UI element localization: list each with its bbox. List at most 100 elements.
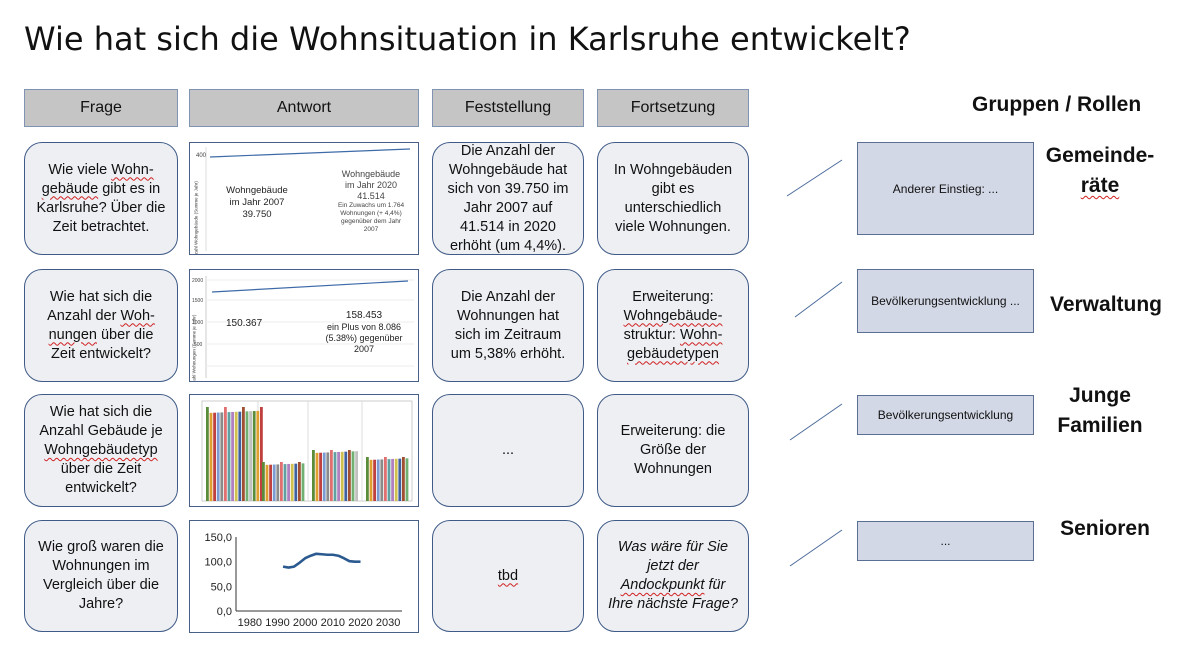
question-text-1: Wie viele Wohn-gebäude gibt es in Karlsr…: [36, 161, 166, 235]
bar: [373, 459, 376, 501]
left-annotation: 150.367: [226, 318, 263, 329]
bar: [238, 411, 242, 501]
bar: [224, 407, 227, 501]
column-header-frage: Frage: [24, 89, 178, 127]
bar: [384, 457, 387, 501]
bar: [402, 457, 405, 501]
answer-chart-3: [189, 394, 419, 507]
x-tick-label: 2010: [321, 617, 345, 629]
y-tick: 500: [194, 342, 203, 348]
role-label-junge-familien: Junge Familien: [1057, 384, 1143, 437]
bar: [380, 459, 384, 501]
bar: [315, 452, 319, 501]
bar: [319, 452, 322, 501]
bar: [322, 452, 326, 501]
bar: [242, 407, 245, 501]
question-text-2: Wie hat sich die Anzahl der Woh- nungen …: [47, 288, 155, 362]
answer-chart-2: 2000 1500 1000 500 Anzahl Wohnungen (Sum…: [189, 269, 419, 382]
role-label-senioren: Senioren: [1060, 517, 1150, 540]
continuation-card-4: Was wäre für Sie jetzt der Andockpunkt f…: [597, 520, 749, 632]
answer-chart-1: 400 Anzahl Wohngebäude (Summe je Jahr) W…: [189, 142, 419, 255]
bar: [260, 407, 263, 501]
role-box-gemeinderaete: Anderer Einstieg: ...: [857, 142, 1034, 235]
x-tick-label: 2020: [348, 617, 372, 629]
bar: [256, 410, 260, 501]
finding-card-2: Die Anzahl der Wohnungen hat sich im Zei…: [432, 269, 584, 382]
bar: [355, 451, 358, 501]
x-tick-label: 2000: [293, 617, 317, 629]
right-annotation: Wohngebäude im Jahr 2020 41.514 Ein Zuwa…: [337, 169, 405, 233]
finding-card-3: ...: [432, 394, 584, 507]
column-header-feststellung: Feststellung: [432, 89, 584, 127]
bar: [276, 464, 280, 501]
bar: [287, 463, 290, 501]
bar: [391, 458, 394, 501]
bar: [245, 411, 249, 501]
bar: [283, 464, 287, 501]
bar: [376, 459, 380, 501]
bar-thumbnail: [201, 400, 413, 502]
bar: [366, 457, 369, 501]
role-label-verwaltung: Verwaltung: [1049, 293, 1163, 316]
bar: [348, 450, 351, 501]
x-tick-label: 1990: [265, 617, 289, 629]
bar: [220, 412, 224, 501]
y-tick: 2000: [192, 278, 204, 284]
y-tick: 1500: [192, 298, 204, 304]
axis-caption: Anzahl Wohnungen (Summe je Jahr): [191, 314, 197, 382]
bar: [344, 451, 348, 501]
bar: [398, 458, 402, 501]
x-tick-label: 1980: [238, 617, 262, 629]
x-tick-label: 2030: [376, 617, 400, 629]
bar: [269, 464, 272, 501]
finding-card-4: tbd: [432, 520, 584, 632]
continuation-text-4: Was wäre für Sie jetzt der Andockpunkt f…: [608, 539, 738, 612]
bar: [265, 464, 269, 501]
bar: [369, 459, 373, 501]
bar: [290, 463, 294, 501]
bar: [312, 450, 315, 501]
bar: [227, 412, 231, 501]
column-header-antwort: Antwort: [189, 89, 419, 127]
groups-title: Gruppen / Rollen: [972, 93, 1142, 116]
bar: [262, 462, 265, 501]
bar: [298, 462, 301, 501]
bar: [252, 411, 256, 501]
bar: [280, 462, 283, 501]
question-card-2: Wie hat sich die Anzahl der Woh- nungen …: [24, 269, 178, 382]
page-title: Wie hat sich die Wohnsituation in Karlsr…: [24, 20, 911, 58]
y-tick-label: 100,0: [204, 557, 232, 569]
y-tick: 400: [196, 153, 207, 159]
bar: [387, 459, 391, 501]
column-header-fortsetzung: Fortsetzung: [597, 89, 749, 127]
question-card-4: Wie groß waren die Wohnungen im Vergleic…: [24, 520, 178, 632]
bar: [340, 451, 344, 501]
bar: [330, 450, 333, 501]
connector-line: [786, 159, 843, 197]
bar: [394, 458, 398, 501]
answer-chart-4: 0,0 50,0 100,0 150,0 1980 1990 2000 2010 2020 203…: [189, 520, 419, 633]
role-box-verwaltung: Bevölkerungsentwicklung ...: [857, 269, 1034, 333]
series-line: [282, 552, 361, 569]
axis-caption: Anzahl Wohngebäude (Summe je Jahr): [193, 181, 199, 255]
continuation-card-1: In Wohngebäuden gibt es unterschiedlich …: [597, 142, 749, 255]
finding-text-4: tbd: [497, 567, 519, 584]
bar: [272, 464, 276, 501]
left-annotation: Wohngebäude im Jahr 2007 39.750: [226, 185, 288, 220]
y-tick: 1000: [192, 320, 204, 326]
finding-card-1: Die Anzahl der Wohngebäude hat sich von …: [432, 142, 584, 255]
right-annotation: 158.453 ein Plus von 8.086 (5.38%) gegen…: [325, 310, 403, 354]
bar: [301, 463, 305, 501]
continuation-card-2: Erweiterung: Wohngebäude- struktur: Wohn…: [597, 269, 749, 382]
bar: [206, 407, 209, 501]
question-card-1: Wie viele Wohn-gebäude gibt es in Karlsr…: [24, 142, 178, 255]
role-box-junge-familien: Bevölkerungsentwicklung: [857, 395, 1034, 435]
bar: [333, 452, 337, 501]
bar: [405, 458, 409, 501]
bar: [249, 411, 252, 501]
bar: [209, 412, 213, 501]
bar: [337, 451, 340, 501]
plot-frame: [201, 400, 413, 502]
bar: [231, 411, 234, 501]
continuation-card-3: Erweiterung: die Größe der Wohnungen: [597, 394, 749, 507]
